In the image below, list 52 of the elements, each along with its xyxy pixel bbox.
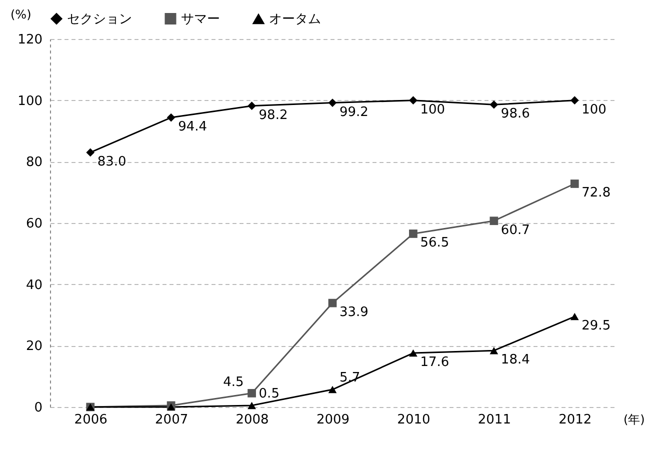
y-tick-label: 20 <box>26 339 42 354</box>
point <box>248 102 256 110</box>
y-tick-label: 40 <box>26 278 42 293</box>
x-tick-label: 2010 <box>397 412 430 428</box>
x-tick-label: 2008 <box>236 412 269 428</box>
data-label: 60.7 <box>500 222 530 238</box>
data-label: 98.6 <box>500 106 530 122</box>
point <box>328 386 337 394</box>
y-tick-label: 80 <box>26 155 42 170</box>
data-label: 4.5 <box>223 375 244 390</box>
point <box>328 98 337 107</box>
point <box>570 180 579 188</box>
point <box>409 230 418 238</box>
x-tick-label: 2012 <box>558 412 592 428</box>
data-label: 100 <box>582 102 606 118</box>
x-tick-label: 2009 <box>316 412 350 428</box>
data-label: 17.6 <box>420 355 450 370</box>
point <box>409 349 418 357</box>
y-tick-label: 120 <box>18 32 42 48</box>
data-label: 100 <box>420 102 446 118</box>
point <box>570 96 579 105</box>
data-label: 0.5 <box>258 386 280 402</box>
point <box>490 346 498 354</box>
y-tick-label: 0 <box>34 400 42 416</box>
data-label: 33.9 <box>340 305 368 320</box>
data-label: 98.2 <box>258 108 288 123</box>
point <box>570 312 579 320</box>
point <box>248 402 256 410</box>
legend-label: セクション <box>67 12 132 27</box>
point <box>248 389 256 398</box>
data-label: 29.5 <box>582 318 611 334</box>
data-label: 99.2 <box>340 104 368 120</box>
point <box>490 216 498 226</box>
point <box>166 113 176 122</box>
data-label: 72.8 <box>582 186 611 201</box>
x-axis-title: (年) <box>624 412 645 426</box>
y-tick-label: 60 <box>26 216 42 232</box>
x-tick-label: 2011 <box>478 412 511 428</box>
y-tick-label: 100 <box>18 94 42 109</box>
legend-label: オータム <box>269 12 321 28</box>
point <box>490 100 498 109</box>
y-axis-title: (%) <box>10 8 32 22</box>
legend-label: サマー <box>181 12 220 27</box>
data-label: 94.4 <box>178 120 208 135</box>
data-label: 83.0 <box>97 154 126 170</box>
x-tick-label: 2007 <box>155 412 188 428</box>
data-label: 18.4 <box>500 352 530 368</box>
point <box>86 148 95 157</box>
x-tick-label: 2006 <box>74 412 108 428</box>
data-label: 56.5 <box>420 236 450 251</box>
point <box>409 96 418 105</box>
point <box>328 298 337 308</box>
